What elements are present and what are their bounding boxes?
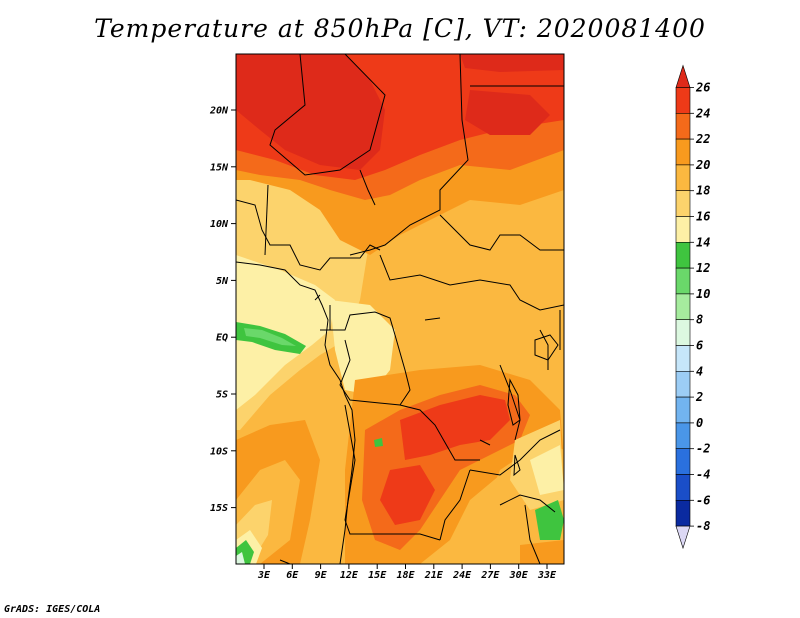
- colorbar-top-arrow: [675, 64, 691, 88]
- field-14-16-se: [530, 445, 564, 495]
- field-24-26-south: [400, 395, 510, 460]
- lon-label: 15E: [368, 570, 387, 581]
- field-18-20-east: [505, 280, 564, 380]
- lon-label: 6E: [286, 570, 299, 581]
- lat-label: 5S: [216, 390, 228, 401]
- colorbar-label: 24: [695, 106, 710, 120]
- chart-title: Temperature at 850hPa [C], VT: 202008140…: [94, 14, 706, 43]
- colorbar-bottom-arrow: [675, 525, 691, 550]
- colorbar-label: 8: [696, 313, 703, 327]
- lat-label: 5N: [216, 276, 229, 287]
- colorbar-label: -2: [696, 442, 710, 456]
- colorbar-label: 18: [696, 184, 710, 198]
- field-6-8-sw-corner: [236, 552, 245, 564]
- field-gt26-core: [236, 54, 385, 170]
- colorbar-segment: [675, 474, 691, 501]
- colorbar-label: 6: [696, 339, 703, 353]
- colorbar-segment: [675, 293, 691, 320]
- colorbar-label: 2: [695, 390, 703, 404]
- colorbar-label: 20: [695, 158, 710, 172]
- field-20-22-far-se: [520, 540, 564, 564]
- colorbar-label: -4: [696, 468, 710, 482]
- lon-label: 33E: [537, 570, 557, 581]
- colorbar-label: 26: [695, 81, 710, 95]
- map-frame: [235, 53, 565, 565]
- lon-label: 12E: [340, 570, 359, 581]
- colorbar-label: -8: [696, 519, 710, 533]
- lat-label: 10N: [210, 219, 229, 230]
- field-24-26-south-2: [380, 465, 435, 525]
- field-12-14-angola: [374, 438, 383, 447]
- colorbar-segment: [675, 319, 691, 346]
- colorbar-segment: [675, 396, 691, 424]
- colorbar-segment: [675, 422, 691, 449]
- colorbar-label: 10: [696, 287, 710, 301]
- lon-label: 24E: [452, 570, 472, 581]
- field-12-14-se: [535, 500, 564, 540]
- colorbar-segment: [675, 242, 691, 269]
- colorbar-label: 16: [696, 210, 710, 224]
- colorbar-label: 14: [696, 235, 710, 249]
- grads-credit: GrADS: IGES/COLA: [4, 604, 101, 615]
- colorbar-segment: [675, 138, 691, 166]
- colorbar-label: -6: [696, 493, 710, 507]
- field-10-12-gabon: [244, 328, 296, 346]
- colorbar-segment: [675, 499, 691, 527]
- lon-label: 3E: [257, 570, 271, 581]
- field-gt26-east: [465, 90, 550, 135]
- temperature-map: [236, 54, 564, 564]
- colorbar-segment: [675, 267, 691, 295]
- lon-label: 9E: [315, 570, 328, 581]
- colorbar-segment: [675, 190, 691, 217]
- colorbar-segment: [675, 216, 691, 243]
- colorbar-segment: [675, 113, 691, 140]
- lon-label: 18E: [396, 570, 415, 581]
- lon-axis: 3E 6E 9E 12E 15E 18E 21E 24E 27E 30E 33E: [257, 564, 557, 581]
- colorbar-segment: [675, 370, 691, 398]
- colorbar-label: 12: [696, 261, 710, 275]
- colorbar-label: 4: [696, 364, 703, 378]
- lat-label: 10S: [210, 446, 228, 457]
- field-gt26-north-strip: [460, 54, 564, 72]
- lat-label: 20N: [209, 106, 229, 117]
- coastline: [236, 261, 356, 564]
- lat-label: EQ: [216, 333, 228, 344]
- lon-label: 21E: [424, 570, 444, 581]
- colorbar-label: 0: [696, 416, 703, 430]
- lat-axis: 20N 15N 10N 5N EQ 5S 10S 15S: [209, 106, 236, 514]
- colorbar-segment: [675, 164, 691, 191]
- lon-label: 27E: [480, 570, 500, 581]
- country-borders: [236, 54, 564, 564]
- colorbar-segment: [675, 87, 691, 114]
- lon-label: 30E: [509, 570, 529, 581]
- lat-label: 15N: [210, 162, 229, 173]
- colorbar-label: 22: [695, 132, 710, 146]
- field-14-16-coast: [236, 255, 335, 410]
- lat-label: 15S: [210, 503, 228, 514]
- lakes: [314, 294, 559, 477]
- colorbar-segment: [675, 448, 691, 475]
- colorbar-segment: [675, 345, 691, 372]
- field-14-16-inland: [330, 300, 395, 395]
